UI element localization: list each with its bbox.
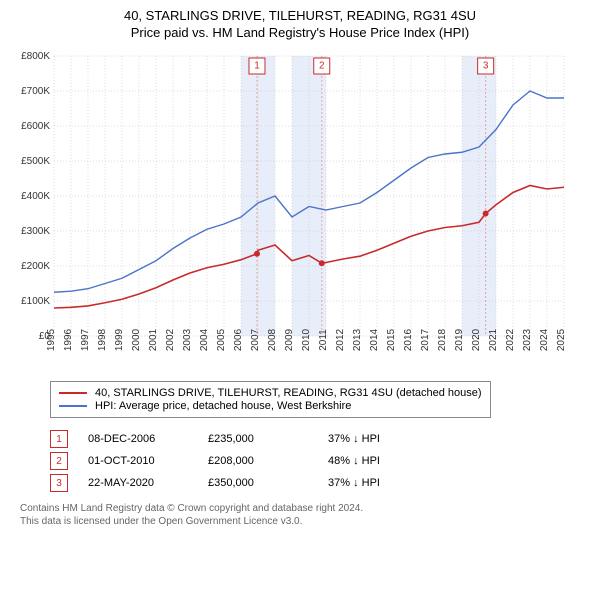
svg-text:1998: 1998 — [97, 328, 108, 351]
footer-line: Contains HM Land Registry data © Crown c… — [20, 502, 590, 515]
svg-text:2019: 2019 — [454, 328, 465, 351]
event-price: £208,000 — [208, 455, 328, 467]
svg-text:2004: 2004 — [199, 328, 210, 351]
event-row: 3 22-MAY-2020£350,00037% ↓ HPI — [50, 474, 590, 492]
svg-text:2025: 2025 — [556, 328, 567, 351]
svg-text:2017: 2017 — [420, 328, 431, 351]
chart-subtitle: Price paid vs. HM Land Registry's House … — [10, 25, 590, 40]
svg-text:2010: 2010 — [301, 328, 312, 351]
svg-text:2014: 2014 — [369, 328, 380, 351]
svg-text:2023: 2023 — [522, 328, 533, 351]
event-badge: 2 — [50, 452, 68, 470]
svg-text:2011: 2011 — [318, 329, 329, 351]
legend-swatch — [59, 392, 87, 394]
event-row: 2 01-OCT-2010£208,00048% ↓ HPI — [50, 452, 590, 470]
svg-text:£400K: £400K — [21, 191, 50, 202]
event-diff: 48% ↓ HPI — [328, 455, 380, 467]
svg-text:2022: 2022 — [505, 328, 516, 351]
svg-text:2: 2 — [319, 61, 325, 72]
svg-text:2009: 2009 — [284, 328, 295, 351]
event-date: 08-DEC-2006 — [88, 433, 208, 445]
svg-text:1995: 1995 — [46, 328, 57, 351]
legend: 40, STARLINGS DRIVE, TILEHURST, READING,… — [50, 381, 491, 418]
svg-text:2007: 2007 — [250, 328, 261, 351]
svg-text:2020: 2020 — [471, 328, 482, 351]
svg-text:2001: 2001 — [148, 328, 159, 351]
event-diff: 37% ↓ HPI — [328, 477, 380, 489]
event-list: 108-DEC-2006£235,00037% ↓ HPI201-OCT-201… — [50, 430, 590, 492]
svg-text:1: 1 — [254, 61, 260, 72]
svg-text:£100K: £100K — [21, 296, 50, 307]
svg-text:1996: 1996 — [63, 328, 74, 351]
legend-row: HPI: Average price, detached house, West… — [59, 400, 482, 412]
svg-text:1997: 1997 — [80, 328, 91, 351]
event-badge: 1 — [50, 430, 68, 448]
svg-text:2015: 2015 — [386, 328, 397, 351]
svg-text:£500K: £500K — [21, 156, 50, 167]
event-price: £350,000 — [208, 477, 328, 489]
event-date: 22-MAY-2020 — [88, 477, 208, 489]
line-chart: £0£100K£200K£300K£400K£500K£600K£700K£80… — [10, 48, 570, 368]
event-row: 1 08-DEC-2006£235,00037% ↓ HPI — [50, 430, 590, 448]
legend-row: 40, STARLINGS DRIVE, TILEHURST, READING,… — [59, 387, 482, 399]
svg-text:2002: 2002 — [165, 328, 176, 351]
svg-text:£600K: £600K — [21, 121, 50, 132]
event-diff: 37% ↓ HPI — [328, 433, 380, 445]
svg-text:2008: 2008 — [267, 328, 278, 351]
svg-text:2018: 2018 — [437, 328, 448, 351]
legend-label: 40, STARLINGS DRIVE, TILEHURST, READING,… — [95, 387, 482, 399]
svg-text:1999: 1999 — [114, 328, 125, 351]
chart-title: 40, STARLINGS DRIVE, TILEHURST, READING,… — [10, 8, 590, 23]
event-date: 01-OCT-2010 — [88, 455, 208, 467]
svg-text:2013: 2013 — [352, 328, 363, 351]
legend-swatch — [59, 405, 87, 407]
footer-line: This data is licensed under the Open Gov… — [20, 515, 590, 528]
svg-text:2024: 2024 — [539, 328, 550, 351]
svg-text:2000: 2000 — [131, 328, 142, 351]
footer-attribution: Contains HM Land Registry data © Crown c… — [20, 502, 590, 528]
svg-text:2003: 2003 — [182, 328, 193, 351]
event-price: £235,000 — [208, 433, 328, 445]
legend-label: HPI: Average price, detached house, West… — [95, 400, 351, 412]
event-badge: 3 — [50, 474, 68, 492]
svg-text:£700K: £700K — [21, 86, 50, 97]
svg-text:£200K: £200K — [21, 261, 50, 272]
svg-text:2012: 2012 — [335, 328, 346, 351]
svg-text:£300K: £300K — [21, 226, 50, 237]
svg-text:2006: 2006 — [233, 328, 244, 351]
svg-text:3: 3 — [483, 61, 489, 72]
svg-text:2016: 2016 — [403, 328, 414, 351]
svg-text:2005: 2005 — [216, 328, 227, 351]
svg-text:2021: 2021 — [488, 328, 499, 351]
svg-text:£800K: £800K — [21, 51, 50, 62]
